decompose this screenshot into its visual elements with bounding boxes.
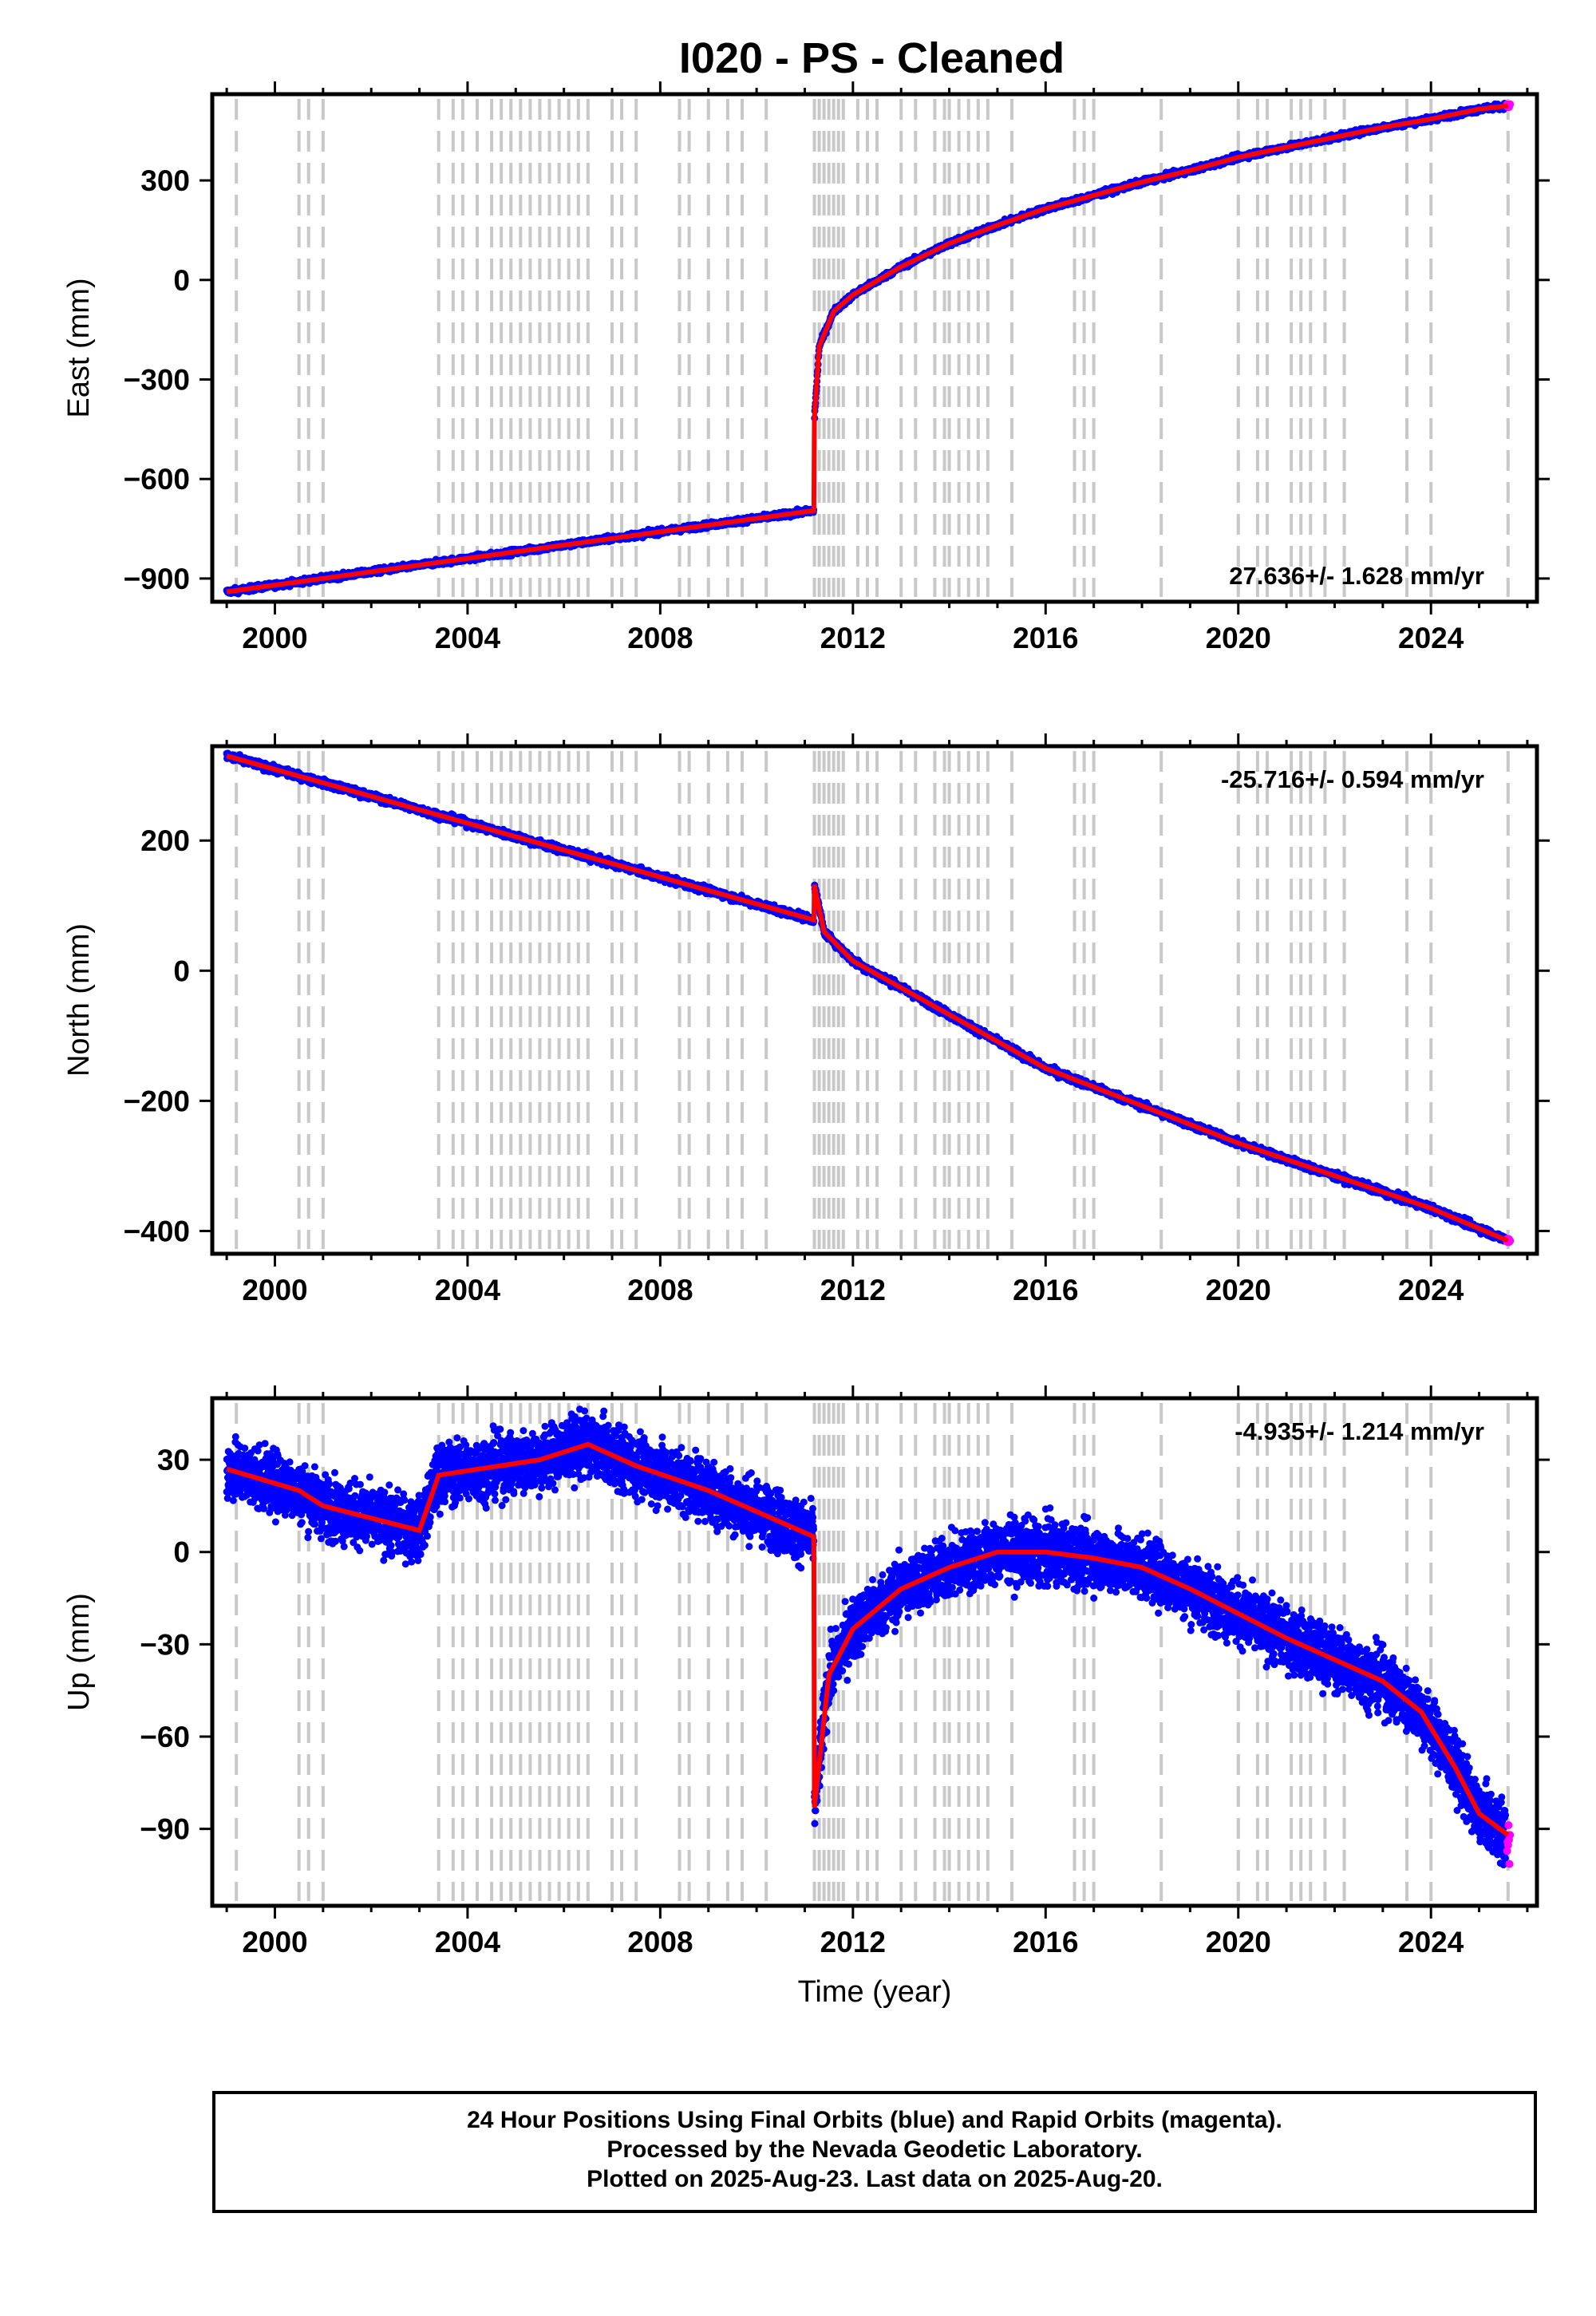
x-tick-label: 2020 — [1206, 622, 1271, 654]
x-tick-label: 2008 — [627, 622, 693, 654]
x-tick-label: 2012 — [820, 622, 886, 654]
y-tick-label: 300 — [140, 164, 190, 197]
page-title: I020 - PS - Cleaned — [678, 34, 1065, 82]
y-axis-label: East (mm) — [62, 278, 96, 417]
x-tick-label: 2000 — [242, 622, 307, 654]
x-tick-label: 2004 — [435, 622, 501, 654]
model-line — [226, 103, 1509, 595]
panel-east: 2000 2004 2008 2012 2016 2020 2024 −900 −600 −300… — [62, 81, 1550, 654]
x-tick-label: 2024 — [1398, 622, 1464, 654]
y-tick-label: −900 — [124, 563, 190, 595]
y-tick-label: −600 — [124, 463, 190, 496]
y-tick-label: −300 — [124, 363, 190, 396]
step-lines — [235, 99, 1510, 597]
x-tick-label: 2016 — [1013, 622, 1078, 654]
y-tick-label: 0 — [173, 264, 190, 297]
plot-frame — [210, 92, 1539, 604]
panel-north: 2000 2004 2008 2012 2016 2020 2024−400−2000200… — [62, 733, 1550, 1306]
rate-label: 27.636+/- 1.628 mm/yr — [1229, 562, 1484, 590]
step-lines — [235, 751, 1510, 1249]
